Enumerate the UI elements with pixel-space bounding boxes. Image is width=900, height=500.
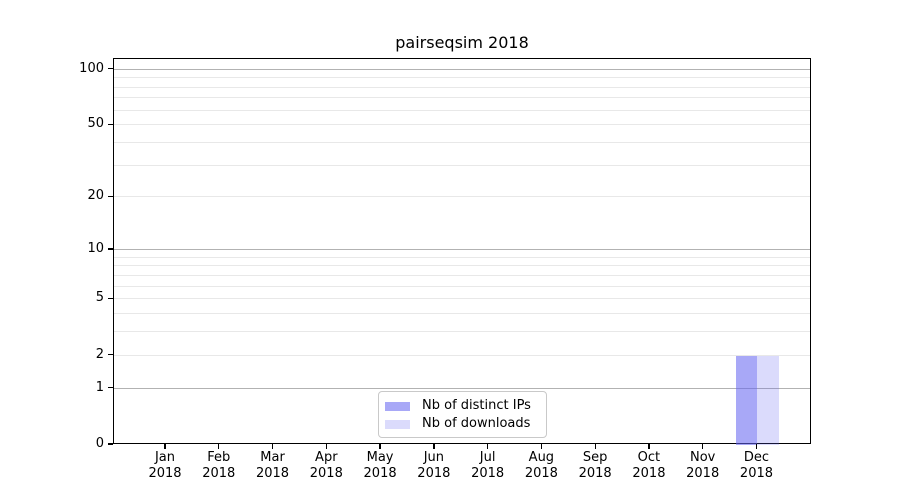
y-tick-mark [108,297,113,299]
legend-item-distinct-ips: Nb of distinct IPs [385,397,538,415]
x-tick-label: Jan 2018 [148,450,182,481]
x-tick-label: Jul 2018 [471,450,505,481]
x-tick-mark [487,444,489,449]
y-gridline-minor [114,256,810,258]
x-tick-label: Apr 2018 [309,450,343,481]
bar-nb-of-distinct-ips [735,355,758,445]
legend: Nb of distinct IPs Nb of downloads [378,391,547,438]
y-tick-label: 5 [95,290,104,306]
y-gridline-minor [114,97,810,99]
x-tick-mark [594,444,596,449]
legend-label: Nb of distinct IPs [422,398,531,413]
y-tick-mark [108,195,113,198]
y-gridline-minor [114,331,810,333]
x-tick-label: Nov 2018 [686,450,720,481]
y-tick-label: 10 [87,240,104,256]
y-gridline-minor [114,86,810,88]
x-tick-mark [379,444,381,449]
x-tick-mark [271,444,274,449]
legend-item-downloads: Nb of downloads [385,415,538,433]
x-tick-label: Jun 2018 [417,450,451,481]
y-tick-label: 0 [95,436,104,451]
x-tick-label: Dec 2018 [739,450,774,481]
y-tick-mark [108,67,113,70]
x-tick-label: Mar 2018 [255,450,290,481]
x-tick-label: Sep 2018 [578,450,612,481]
y-gridline-minor [114,124,810,126]
distinct-ips-swatch-icon [385,401,410,411]
y-gridline-minor [114,109,810,111]
y-tick-mark [108,248,113,250]
x-tick-mark [325,444,327,449]
downloads-swatch-icon [385,419,410,429]
x-tick-mark [218,444,220,449]
y-gridline-minor [114,274,810,276]
y-gridline-minor [114,77,810,79]
x-tick-mark [540,444,543,449]
y-gridline-minor [114,354,810,356]
y-gridline-major [114,68,810,70]
chart-title: pairseqsim 2018 [395,33,529,52]
legend-label: Nb of downloads [422,416,531,431]
x-tick-mark [702,444,704,449]
y-tick-label: 1 [95,379,104,395]
x-tick-mark [648,444,650,449]
y-tick-mark [108,387,113,389]
x-tick-label: May 2018 [363,450,397,481]
x-tick-label: Oct 2018 [632,450,666,481]
y-tick-mark [108,354,113,356]
y-tick-label: 2 [95,346,104,362]
x-tick-mark [164,444,166,449]
y-tick-label: 50 [87,116,104,132]
x-tick-label: Feb 2018 [202,450,236,481]
y-gridline-minor [114,313,810,315]
y-gridline-major [114,248,810,250]
plot-area [113,58,811,445]
y-gridline-minor [114,141,810,143]
y-gridline-minor [114,285,810,287]
y-gridline-minor [114,298,810,300]
y-tick-mark [108,443,113,445]
x-tick-label: Aug 2018 [524,450,558,481]
y-tick-label: 20 [87,188,104,204]
x-tick-mark [755,444,758,449]
y-gridline-minor [114,164,810,166]
y-tick-mark [108,123,113,125]
y-tick-label: 100 [79,60,104,76]
x-tick-mark [433,444,435,449]
y-gridline-minor [114,265,810,267]
y-gridline-major [114,387,810,389]
bar-nb-of-downloads [757,355,779,445]
y-gridline-minor [114,196,810,198]
